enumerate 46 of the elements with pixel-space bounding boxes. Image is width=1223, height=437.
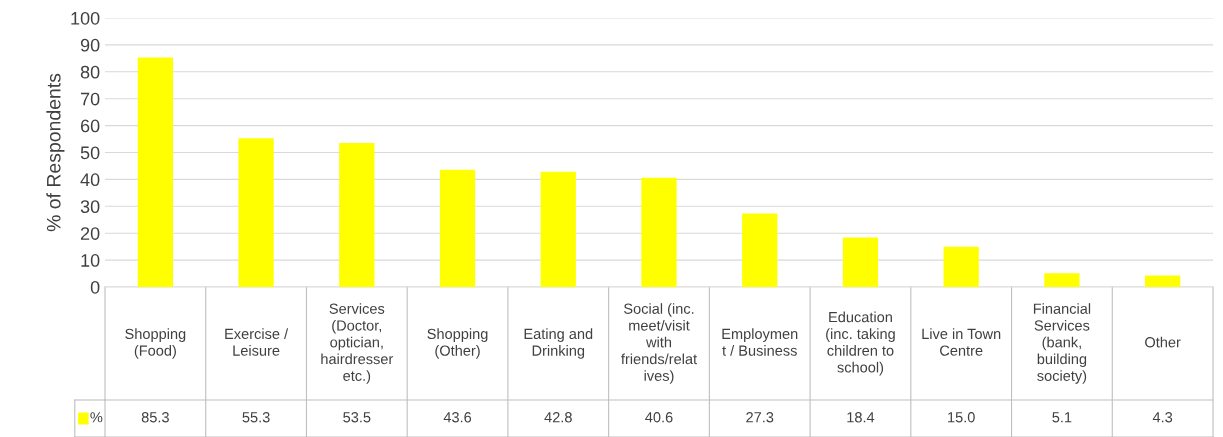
data-label: 53.5: [343, 412, 371, 423]
y-tick-label: 80: [80, 65, 100, 79]
bar: [137, 57, 173, 287]
bar: [842, 237, 879, 287]
x-tick-label: Live in Town Centre: [922, 328, 1001, 356]
x-tick-label: Services (Doctor, optician, hairdresser etc.): [321, 303, 394, 384]
y-tick-label: 20: [80, 227, 100, 240]
x-tick-label: Education (inc. taking children to school): [826, 311, 895, 376]
y-tick-label: 30: [80, 200, 100, 214]
bar: [742, 213, 778, 287]
x-tick-label: Exercise / Leisure: [225, 328, 289, 356]
y-tick-label: 60: [80, 119, 100, 133]
y-tick-label: 40: [80, 173, 100, 187]
x-tick-label: Shopping (Food): [125, 328, 186, 359]
x-tick-label: Shopping (Other): [427, 328, 488, 359]
y-tick-label: 0: [90, 280, 100, 294]
data-label: 4.3: [1152, 412, 1173, 423]
data-label: 55.3: [242, 412, 270, 423]
y-axis-title: % of Respondents: [46, 73, 65, 232]
data-label: 43.6: [443, 412, 472, 423]
y-tick-label: 70: [80, 92, 100, 106]
data-label: 40.6: [645, 412, 673, 423]
bar: [1145, 275, 1181, 287]
bar: [943, 246, 979, 287]
x-tick-label: Eating and Drinking: [524, 328, 593, 359]
x-tick-label: Financial Services (bank, building society): [1033, 303, 1091, 384]
x-tick-label: Other: [1145, 336, 1181, 348]
bar: [238, 138, 274, 287]
y-tick-label: 90: [80, 38, 100, 52]
bar: [641, 177, 677, 287]
x-tick-label: Employmen t / Business: [722, 328, 798, 356]
y-tick-label: 100: [71, 11, 100, 25]
y-tick-label: 10: [81, 254, 100, 267]
data-label: 5.1: [1052, 412, 1072, 423]
bar: [339, 143, 375, 287]
data-label: 15.0: [948, 412, 975, 423]
data-label: 42.8: [544, 412, 572, 423]
y-tick-label: 50: [80, 146, 100, 160]
data-label: 85.3: [141, 412, 169, 423]
legend-label: %: [90, 412, 103, 423]
bar: [439, 169, 476, 287]
data-label: 18.4: [847, 412, 875, 423]
x-tick-label: Social (inc. meet/visit with friends/relat ives): [621, 303, 697, 384]
bar: [540, 171, 576, 287]
bar: [1044, 273, 1080, 287]
data-label: 27.3: [746, 412, 774, 423]
